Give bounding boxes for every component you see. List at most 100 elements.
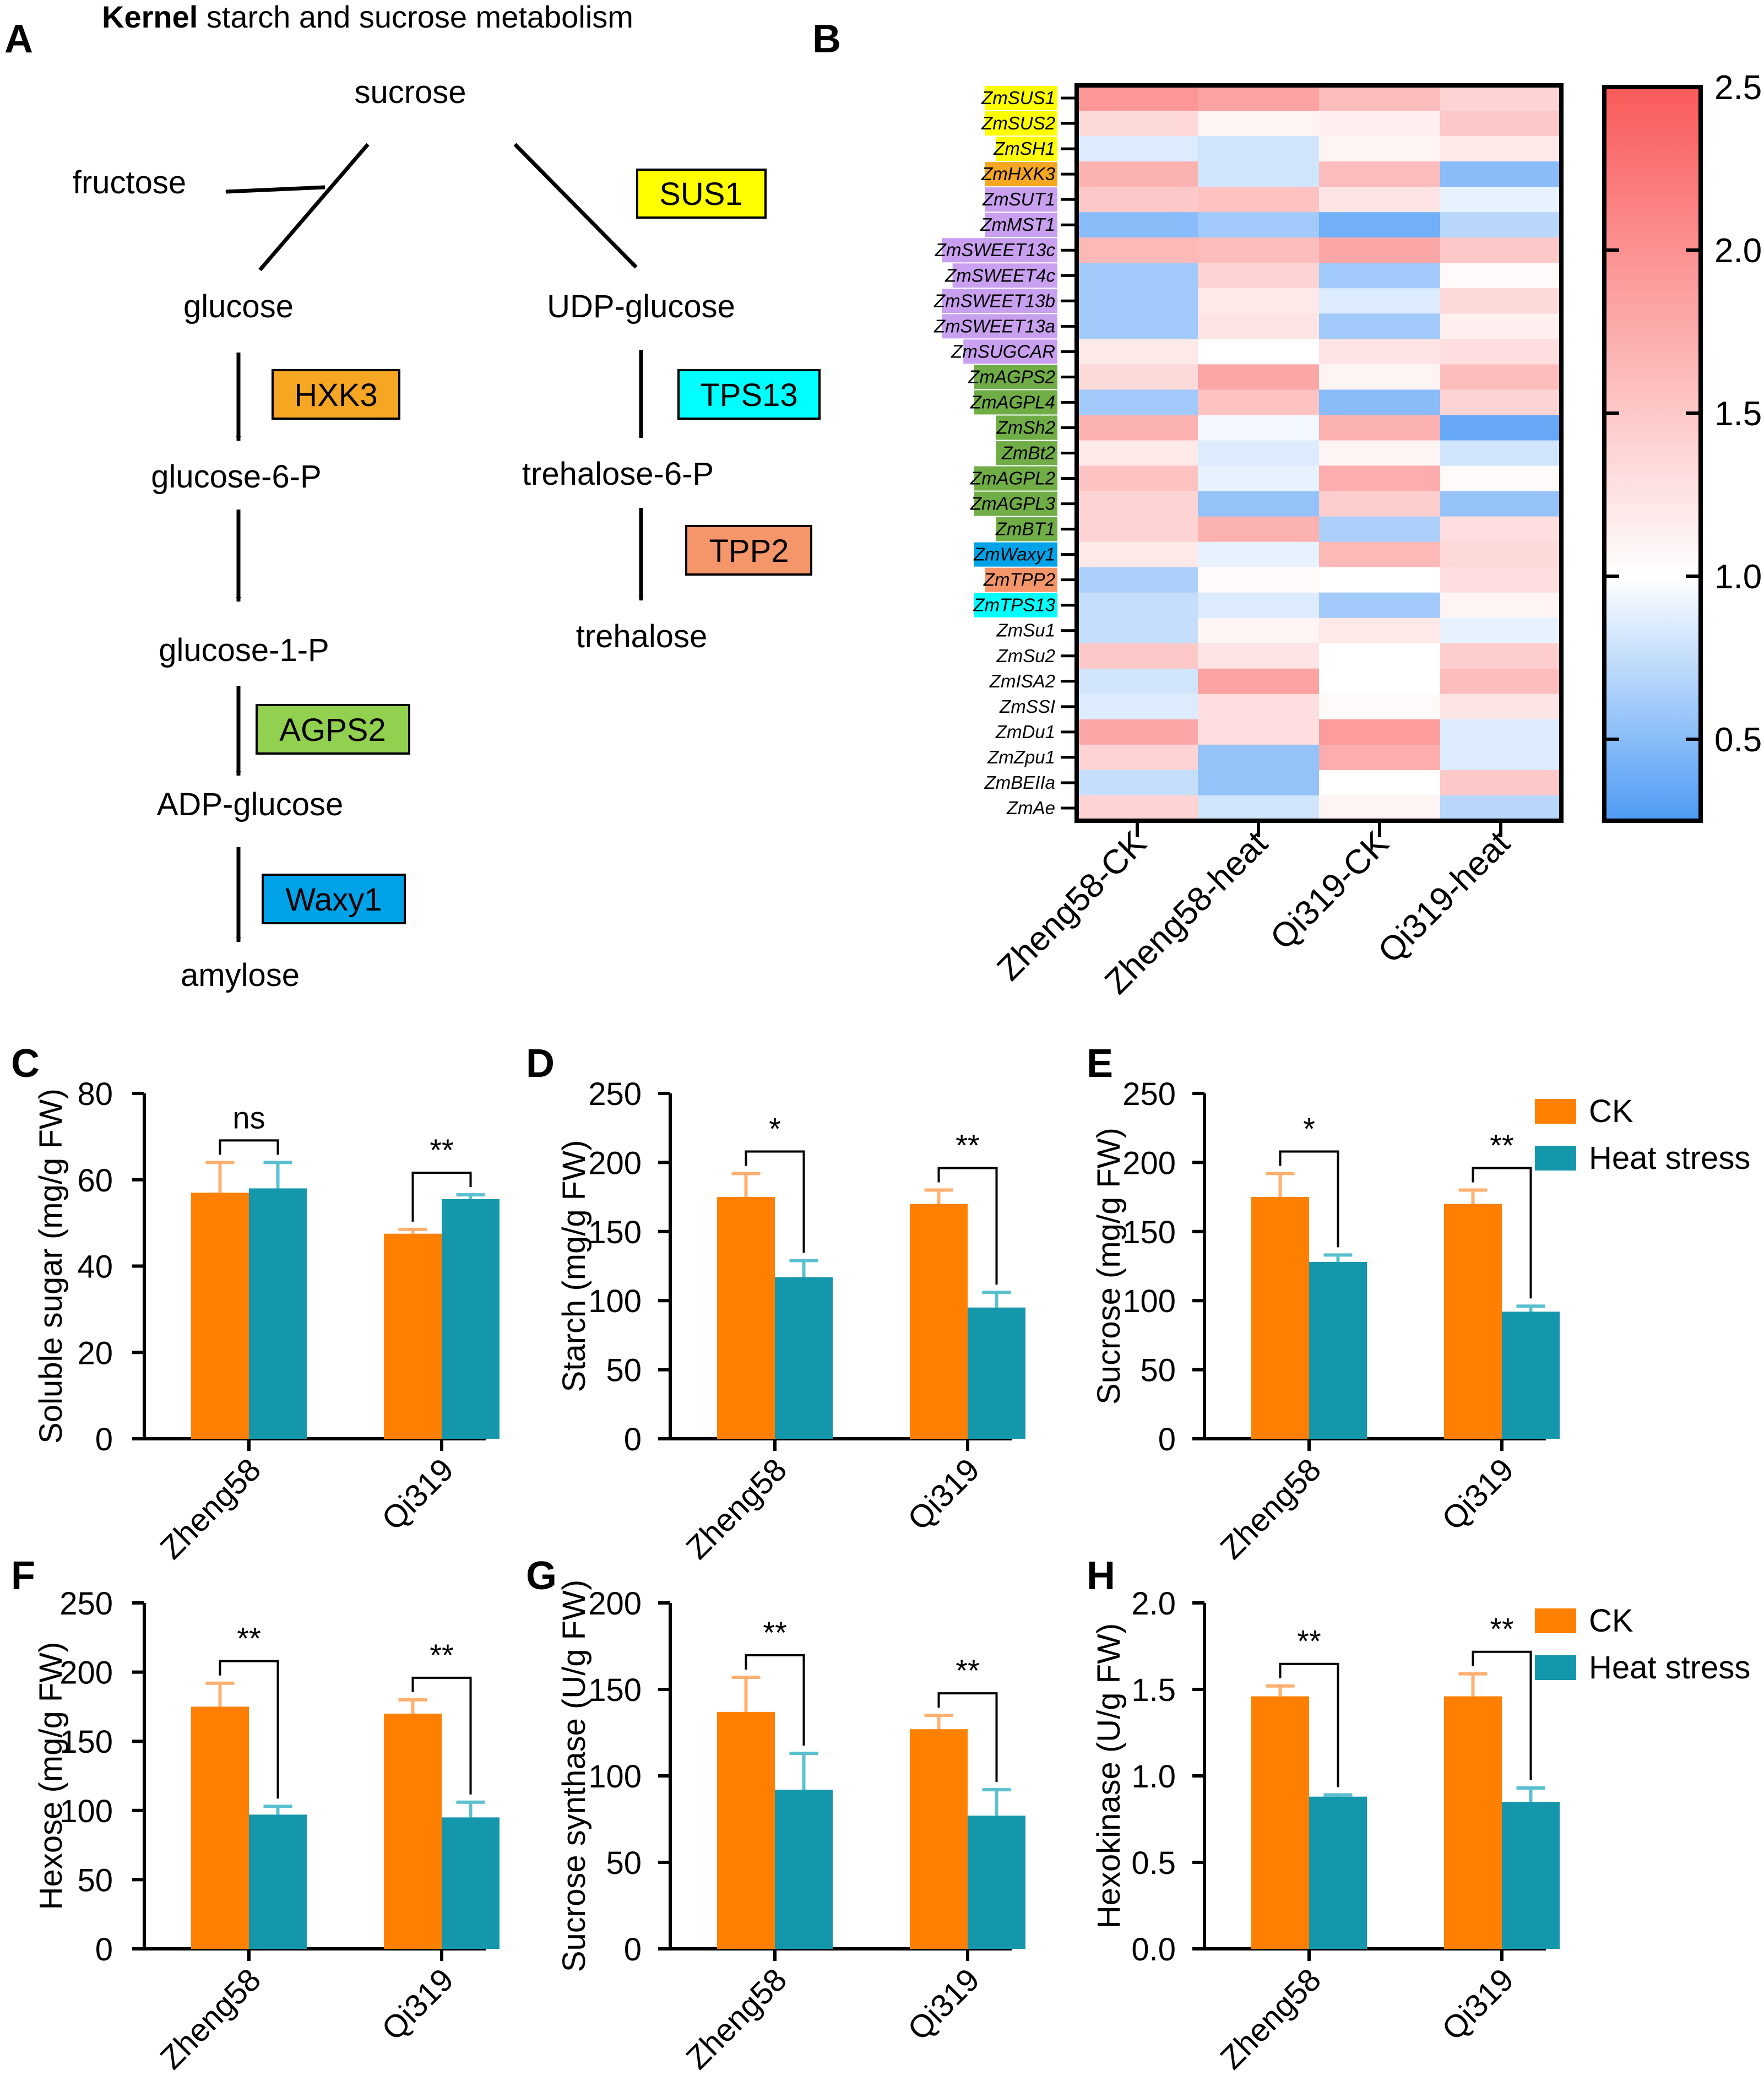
heatmap-cell xyxy=(1077,592,1198,619)
heatmap-cell xyxy=(1077,364,1198,391)
panel-e-label: E xyxy=(1087,1042,1113,1086)
significance-bracket xyxy=(219,1139,279,1155)
gene-label: ZmAe xyxy=(1006,798,1055,818)
x-tick-label: Zheng58 xyxy=(679,1962,794,2076)
x-tick-label: Qi319 xyxy=(1435,1962,1521,2047)
heatmap-cell xyxy=(1319,617,1441,644)
gene-highlight xyxy=(974,365,1057,389)
y-tick-label: 2.0 xyxy=(1131,1586,1176,1622)
gene-label: ZmMST1 xyxy=(980,214,1055,235)
y-tick-label: 50 xyxy=(77,1862,113,1898)
bar-heat xyxy=(442,1817,500,1949)
x-tick-label: Qi319 xyxy=(901,1962,986,2047)
heatmap-cell xyxy=(1198,339,1320,365)
heatmap-cell xyxy=(1319,744,1441,771)
y-axis-title: Sucrose (mg/g FW) xyxy=(1091,1128,1127,1405)
gene-label: ZmSUT1 xyxy=(982,189,1055,209)
heatmap-cell xyxy=(1440,263,1562,289)
heatmap-cell xyxy=(1319,237,1441,263)
arrow-sucrose-udp-glucose xyxy=(513,143,638,269)
svg-text:Waxy1: Waxy1 xyxy=(285,882,382,918)
y-tick-label: 1.0 xyxy=(1131,1759,1176,1795)
y-axis-title: Sucrose synthase (U/g FW) xyxy=(556,1580,592,1972)
heatmap-cell xyxy=(1077,313,1198,339)
node-adp-glucose: ADP-glucose xyxy=(157,787,343,822)
heatmap-cell xyxy=(1319,263,1441,289)
significance-bracket xyxy=(1472,1650,1532,1780)
gene-highlight xyxy=(985,213,1057,237)
heatmap-cell xyxy=(1440,440,1562,467)
heatmap-cell xyxy=(1319,161,1441,187)
heatmap-cell xyxy=(1077,415,1198,441)
y-tick-label: 0 xyxy=(1158,1422,1176,1458)
heatmap-cell xyxy=(1440,770,1562,796)
bar-heat xyxy=(1502,1312,1560,1439)
panel-a-title: Kernel starch and sucrose metabolism xyxy=(102,0,633,34)
y-tick-label: 0 xyxy=(95,1422,113,1458)
gene-label: ZmSWEET13a xyxy=(933,316,1055,336)
y-axis-title: Hexose (mg/g FW) xyxy=(33,1642,69,1910)
chart-e: 0 50 100 150 200 250 Sucrose (mg/g FW) * Zheng58… xyxy=(1091,1076,1750,1566)
colorbar-tick-label: 1.5 xyxy=(1714,395,1762,433)
panel-d-label: D xyxy=(526,1042,555,1086)
significance-mark: ** xyxy=(1490,1612,1514,1646)
heatmap-cell xyxy=(1319,187,1441,213)
heatmap-cell xyxy=(1077,465,1198,492)
y-tick-label: 0 xyxy=(624,1422,642,1458)
heatmap-cell xyxy=(1077,136,1198,162)
heatmap-cell xyxy=(1440,693,1562,720)
heatmap-cell xyxy=(1198,491,1320,517)
node-trehalose-6-p: trehalose-6-P xyxy=(522,456,714,492)
significance-bracket xyxy=(745,1150,805,1253)
node-sucrose: sucrose xyxy=(354,74,466,110)
heatmap-cell xyxy=(1440,491,1562,517)
significance-mark: ** xyxy=(956,1128,980,1163)
y-tick-label: 200 xyxy=(588,1145,642,1181)
y-axis-title: Hexokinase (U/g FW) xyxy=(1091,1623,1127,1928)
heatmap-cell xyxy=(1198,111,1320,137)
heatmap-cell xyxy=(1077,744,1198,771)
significance-bracket xyxy=(745,1654,805,1746)
gene-label: ZmSH1 xyxy=(993,138,1055,159)
significance-bracket xyxy=(1279,1662,1339,1787)
gene-highlight xyxy=(985,111,1057,136)
heatmap-cell xyxy=(1077,339,1198,365)
gene-label: ZmBEIIa xyxy=(984,772,1055,793)
gene-highlight xyxy=(996,415,1057,440)
heatmap-cell xyxy=(1077,516,1198,543)
y-tick-label: 250 xyxy=(588,1076,642,1112)
colorbar-gradient xyxy=(1602,85,1703,823)
enzyme-sus1: SUS1 xyxy=(636,169,767,219)
gene-highlight xyxy=(974,542,1057,567)
heatmap-cell xyxy=(1319,440,1441,467)
panel-b-label: B xyxy=(812,17,841,61)
gene-label: ZmSUS1 xyxy=(981,88,1055,108)
heatmap-cell xyxy=(1319,136,1441,162)
bar-heat xyxy=(442,1199,500,1439)
enzyme-tps13: TPS13 xyxy=(677,369,821,420)
heatmap-cell xyxy=(1198,85,1320,111)
heatmap-cell xyxy=(1077,288,1198,314)
heatmap-cell xyxy=(1319,415,1441,441)
panel-h-label: H xyxy=(1087,1554,1115,1598)
heatmap-cell xyxy=(1198,693,1320,720)
heatmap-cell xyxy=(1319,85,1441,111)
heatmap-cell xyxy=(1319,516,1441,543)
heatmap-cell xyxy=(1077,237,1198,263)
heatmap-cell xyxy=(1198,237,1320,263)
bar-ck xyxy=(1251,1696,1309,1949)
gene-highlight xyxy=(952,263,1057,288)
gene-highlight xyxy=(996,441,1057,465)
gene-label: ZmSUS2 xyxy=(981,113,1055,133)
heatmap-cell xyxy=(1077,567,1198,593)
significance-bracket xyxy=(937,1692,998,1782)
heatmap-cell xyxy=(1440,212,1562,238)
heatmap-cell xyxy=(1319,592,1441,619)
heatmap-cell xyxy=(1198,770,1320,796)
x-tick-label: Qi319 xyxy=(901,1451,986,1537)
heatmap-cell xyxy=(1198,465,1320,492)
heatmap-cell xyxy=(1198,567,1320,593)
